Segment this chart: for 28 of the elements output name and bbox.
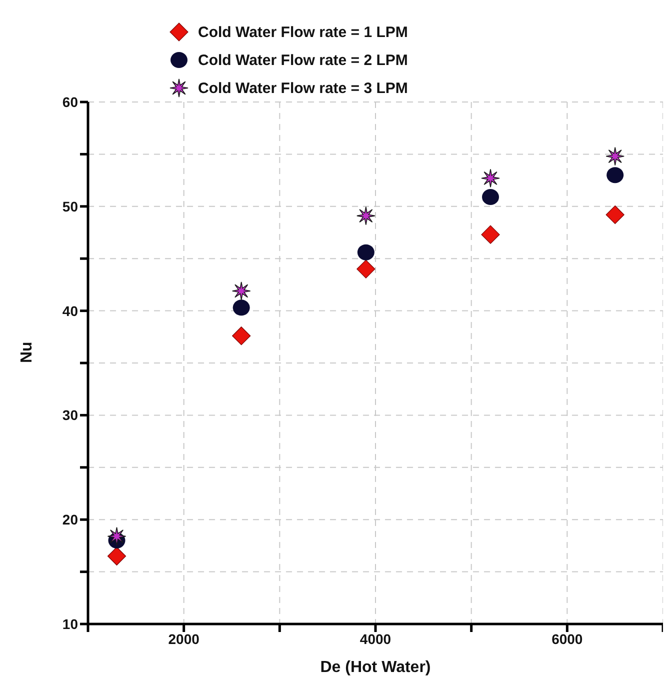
y-tick-label: 20 bbox=[62, 512, 78, 528]
point bbox=[481, 168, 500, 188]
legend-label: Cold Water Flow rate = 3 LPM bbox=[198, 80, 408, 96]
point bbox=[107, 526, 126, 546]
point bbox=[356, 206, 376, 226]
point bbox=[606, 146, 624, 166]
point bbox=[606, 167, 624, 184]
x-axis-title: De (Hot Water) bbox=[320, 659, 431, 676]
y-tick-label: 30 bbox=[62, 407, 78, 424]
point bbox=[481, 225, 500, 244]
y-tick-label: 10 bbox=[62, 616, 78, 632]
legend-label: Cold Water Flow rate = 2 LPM bbox=[198, 52, 408, 68]
point bbox=[482, 189, 499, 206]
x-tick-label: 2000 bbox=[168, 630, 200, 647]
point bbox=[606, 205, 624, 224]
y-tick-label: 50 bbox=[62, 198, 78, 214]
point bbox=[232, 282, 251, 300]
y-tick-label: 40 bbox=[62, 302, 78, 319]
x-tick-label: 4000 bbox=[360, 630, 392, 647]
point bbox=[232, 300, 250, 316]
point bbox=[232, 326, 251, 346]
point bbox=[356, 260, 376, 278]
point bbox=[357, 244, 374, 260]
legend-label: Cold Water Flow rate = 1 LPM bbox=[198, 24, 408, 40]
x-tick-label: 6000 bbox=[552, 630, 583, 647]
y-tick-label: 60 bbox=[62, 94, 78, 110]
point bbox=[107, 546, 126, 566]
y-axis-title: Nu bbox=[18, 342, 36, 363]
